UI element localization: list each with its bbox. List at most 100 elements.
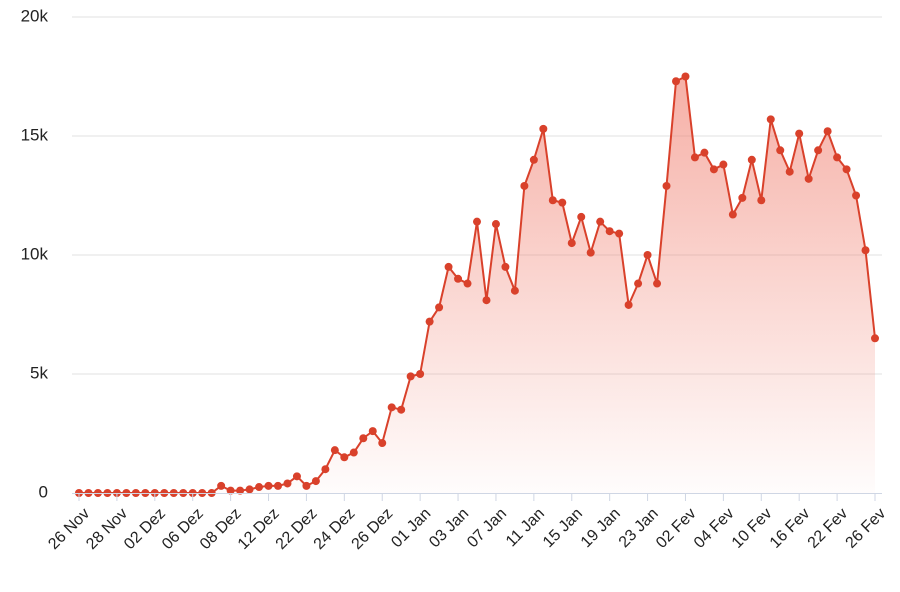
data-point [416, 370, 425, 378]
x-tick-label: 11 Jan [503, 505, 548, 550]
data-point [852, 191, 861, 200]
data-point [719, 160, 728, 169]
data-point [662, 181, 671, 190]
data-point [292, 472, 301, 481]
data-point [236, 486, 245, 495]
data-point [842, 165, 851, 174]
data-point [340, 453, 349, 462]
data-point [311, 477, 320, 486]
data-point [643, 251, 652, 259]
x-tick-label: 23 Jan [616, 505, 662, 551]
x-tick-label: 04 Fev [691, 505, 738, 552]
data-point [302, 481, 311, 490]
x-tick-label: 26 Nov [45, 505, 93, 553]
data-point [690, 153, 699, 162]
data-point [624, 300, 633, 309]
x-tick-label: 22 Fev [805, 505, 852, 552]
data-point [567, 239, 576, 248]
data-point [615, 229, 624, 238]
x-tick-label: 12 Dez [235, 505, 283, 553]
data-point [558, 198, 567, 207]
data-point [766, 115, 775, 124]
x-tick-label: 16 Fev [767, 505, 814, 552]
data-point [217, 481, 226, 490]
x-tick-label: 28 Nov [83, 505, 131, 553]
x-tick-label: 24 Dez [311, 505, 359, 553]
data-point [672, 77, 680, 86]
data-point [577, 212, 586, 221]
data-point [634, 279, 643, 288]
x-tick-label: 02 Dez [121, 505, 169, 553]
x-tick-label: 26 Dez [349, 505, 397, 553]
data-point [833, 153, 842, 162]
data-point [226, 486, 235, 495]
x-tick-label: 01 Jan [388, 505, 434, 551]
data-point [795, 129, 804, 138]
data-points [75, 72, 879, 497]
area-fill [79, 76, 875, 493]
data-point [861, 246, 870, 255]
data-point [605, 227, 614, 236]
data-point [378, 439, 387, 448]
data-point [539, 124, 548, 133]
data-point [520, 181, 529, 190]
data-point [387, 403, 396, 412]
data-point [349, 448, 358, 457]
data-point [435, 303, 444, 312]
data-point [463, 279, 472, 288]
data-point [747, 155, 756, 164]
x-tick-label: 22 Dez [273, 505, 321, 553]
data-point [245, 485, 254, 494]
data-point [653, 279, 662, 288]
data-point [482, 296, 491, 305]
x-tick-label: 02 Fev [653, 505, 700, 552]
data-point [728, 210, 737, 219]
y-tick-label: 15k [21, 125, 49, 144]
data-point [681, 72, 690, 81]
data-point [491, 220, 500, 229]
x-tick-label: 06 Dez [159, 505, 207, 553]
data-point [444, 262, 453, 271]
data-point [529, 155, 538, 164]
x-tick-label: 03 Jan [426, 505, 472, 551]
data-point [501, 262, 510, 271]
data-point [776, 146, 785, 155]
data-point [368, 427, 377, 436]
x-tick-label: 10 Fev [729, 505, 776, 552]
data-point [473, 217, 481, 226]
data-point [264, 481, 273, 490]
y-tick-label: 10k [21, 244, 49, 263]
y-axis-labels: 0 5k 10k 15k 20k [21, 6, 49, 501]
data-point [738, 193, 747, 202]
x-tick-label: 15 Jan [540, 505, 586, 551]
data-point [804, 174, 813, 183]
x-tick-label: 07 Jan [464, 505, 510, 551]
data-point [283, 479, 292, 488]
data-point [359, 434, 368, 443]
data-point [330, 446, 339, 455]
data-point [596, 217, 605, 226]
data-point [785, 167, 794, 176]
data-point [510, 286, 519, 295]
data-point [823, 127, 832, 136]
y-tick-label: 5k [30, 363, 48, 382]
data-point [454, 274, 463, 283]
x-tick-label: 26 Fev [843, 505, 890, 552]
y-tick-label: 20k [21, 6, 49, 25]
data-point [757, 196, 766, 205]
data-point [397, 405, 406, 414]
data-point [274, 481, 282, 490]
data-point [406, 372, 415, 381]
x-tick-label: 08 Dez [197, 505, 245, 553]
data-point [425, 317, 434, 326]
data-point [709, 165, 718, 174]
data-point [255, 483, 264, 492]
data-point [814, 146, 823, 155]
data-point [700, 148, 709, 157]
data-point [586, 248, 595, 257]
x-tick-label: 19 Jan [578, 505, 624, 551]
y-tick-label: 0 [39, 482, 48, 501]
data-point [871, 334, 879, 343]
